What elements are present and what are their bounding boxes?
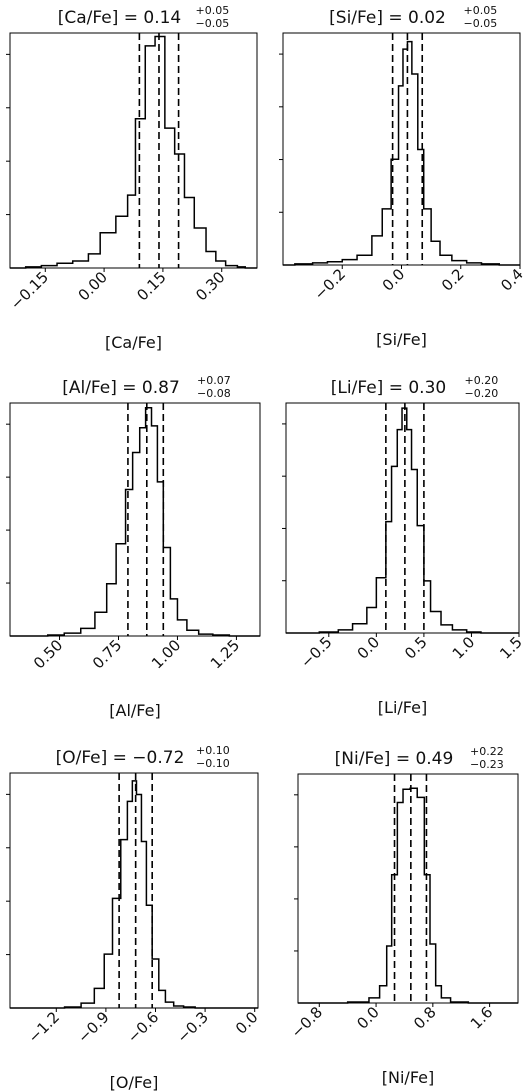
panel-si-fe: [Si/Fe] = 0.02 +0.05−0.05 −0.2 0.0 0.2 0.4 [Si…: [279, 4, 527, 349]
axes-frame: [285, 402, 520, 634]
x-tick-label: −0.15: [7, 268, 52, 313]
x-tick-label: 0.75: [89, 636, 125, 672]
x-axis-label-si-fe: [Si/Fe]: [376, 330, 427, 349]
title-lower-error: −0.05: [196, 17, 230, 30]
axes-frame: [9, 32, 258, 269]
histogram-al-fe: [10, 407, 260, 637]
x-tick-label: 0.50: [30, 636, 66, 672]
x-tick-label: −0.2: [311, 265, 349, 303]
x-tick-label: 0.4: [497, 265, 527, 295]
title-lower-error: −0.05: [464, 17, 498, 30]
title-lower-error: −0.23: [470, 758, 504, 771]
x-tick-label: −0.9: [74, 1008, 112, 1046]
title-value: [Al/Fe] = 0.87: [62, 378, 180, 398]
histogram-li-fe: [286, 407, 519, 634]
histogram-ca-fe: [10, 35, 257, 269]
title-upper-error: +0.20: [465, 374, 499, 387]
x-tick-label: 0.15: [133, 268, 169, 304]
x-axis-label-ni-fe: [Ni/Fe]: [382, 1068, 434, 1087]
x-tick-label: 0.00: [75, 268, 111, 304]
x-tick-label: −1.2: [25, 1008, 63, 1046]
panel-title-ca-fe: [Ca/Fe] = 0.14: [58, 8, 182, 28]
panel-li-fe: [Li/Fe] = 0.30 +0.20−0.20 −0.5 0.0 0.5 1.0 1.5…: [282, 374, 526, 717]
x-tick-label: 0.0: [353, 1003, 383, 1033]
panel-title-li-fe: [Li/Fe] = 0.30: [331, 378, 446, 398]
x-tick-label: 0.0: [379, 265, 409, 295]
x-axis-label-al-fe: [Al/Fe]: [109, 701, 160, 720]
panel-o-fe: [O/Fe] = −0.72 +0.10−0.10 −1.2 −0.9 −0.6 −0.3…: [6, 744, 262, 1092]
title-upper-error: +0.07: [197, 374, 231, 387]
title-lower-error: −0.10: [196, 757, 230, 770]
x-tick-label: 0.8: [410, 1003, 440, 1033]
title-lower-error: −0.20: [465, 387, 499, 400]
panel-title-al-fe: [Al/Fe] = 0.87: [62, 378, 180, 398]
title-value: [Si/Fe] = 0.02: [329, 8, 446, 28]
title-value: [Ni/Fe] = 0.49: [335, 749, 454, 769]
x-tick-label: −0.8: [288, 1003, 326, 1041]
title-upper-error: +0.10: [196, 744, 230, 757]
panel-title-ni-fe: [Ni/Fe] = 0.49: [335, 749, 454, 769]
title-upper-error: +0.05: [196, 4, 230, 17]
panel-title-si-fe: [Si/Fe] = 0.02: [329, 8, 446, 28]
panel-al-fe: [Al/Fe] = 0.87 +0.07−0.08 0.50 0.75 1.00 1.25…: [6, 374, 261, 720]
x-tick-label: 1.5: [496, 633, 526, 663]
x-tick-label: −0.6: [124, 1008, 162, 1046]
title-value: [Li/Fe] = 0.30: [331, 378, 446, 398]
x-tick-label: 0.0: [354, 633, 384, 663]
x-axis-label-o-fe: [O/Fe]: [110, 1073, 159, 1092]
x-tick-label: 0.5: [401, 633, 431, 663]
axes-frame: [282, 32, 521, 266]
title-upper-error: +0.22: [470, 745, 504, 758]
x-tick-label: 1.0: [449, 633, 479, 663]
x-axis-label-ca-fe: [Ca/Fe]: [105, 333, 162, 352]
x-tick-label: 0.0: [232, 1008, 262, 1038]
axes-frame: [9, 402, 261, 637]
histogram-ni-fe: [298, 787, 518, 1004]
panel-ca-fe: [Ca/Fe] = 0.14 +0.05−0.05 −0.15 0.00 0.15 0.3…: [6, 4, 258, 352]
x-tick-label: 1.6: [467, 1003, 497, 1033]
title-value: [O/Fe] = −0.72: [56, 748, 185, 768]
x-tick-label: 0.30: [192, 268, 228, 304]
title-upper-error: +0.05: [464, 4, 498, 17]
title-lower-error: −0.08: [197, 387, 231, 400]
x-tick-label: 1.25: [207, 636, 243, 672]
panel-ni-fe: [Ni/Fe] = 0.49 +0.22−0.23 −0.8 0.0 0.8 1.6 [Ni…: [288, 745, 519, 1087]
x-tick-label: −0.3: [173, 1008, 211, 1046]
panel-title-o-fe: [O/Fe] = −0.72: [56, 748, 185, 768]
x-tick-label: −0.5: [297, 633, 335, 671]
histogram-si-fe: [283, 40, 520, 266]
title-value: [Ca/Fe] = 0.14: [58, 8, 182, 28]
histogram-o-fe: [10, 780, 258, 1009]
x-tick-label: 0.2: [438, 265, 468, 295]
axes-frame: [9, 772, 259, 1009]
x-tick-label: 1.00: [148, 636, 184, 672]
axes-frame: [297, 773, 519, 1004]
x-axis-label-li-fe: [Li/Fe]: [378, 698, 427, 717]
